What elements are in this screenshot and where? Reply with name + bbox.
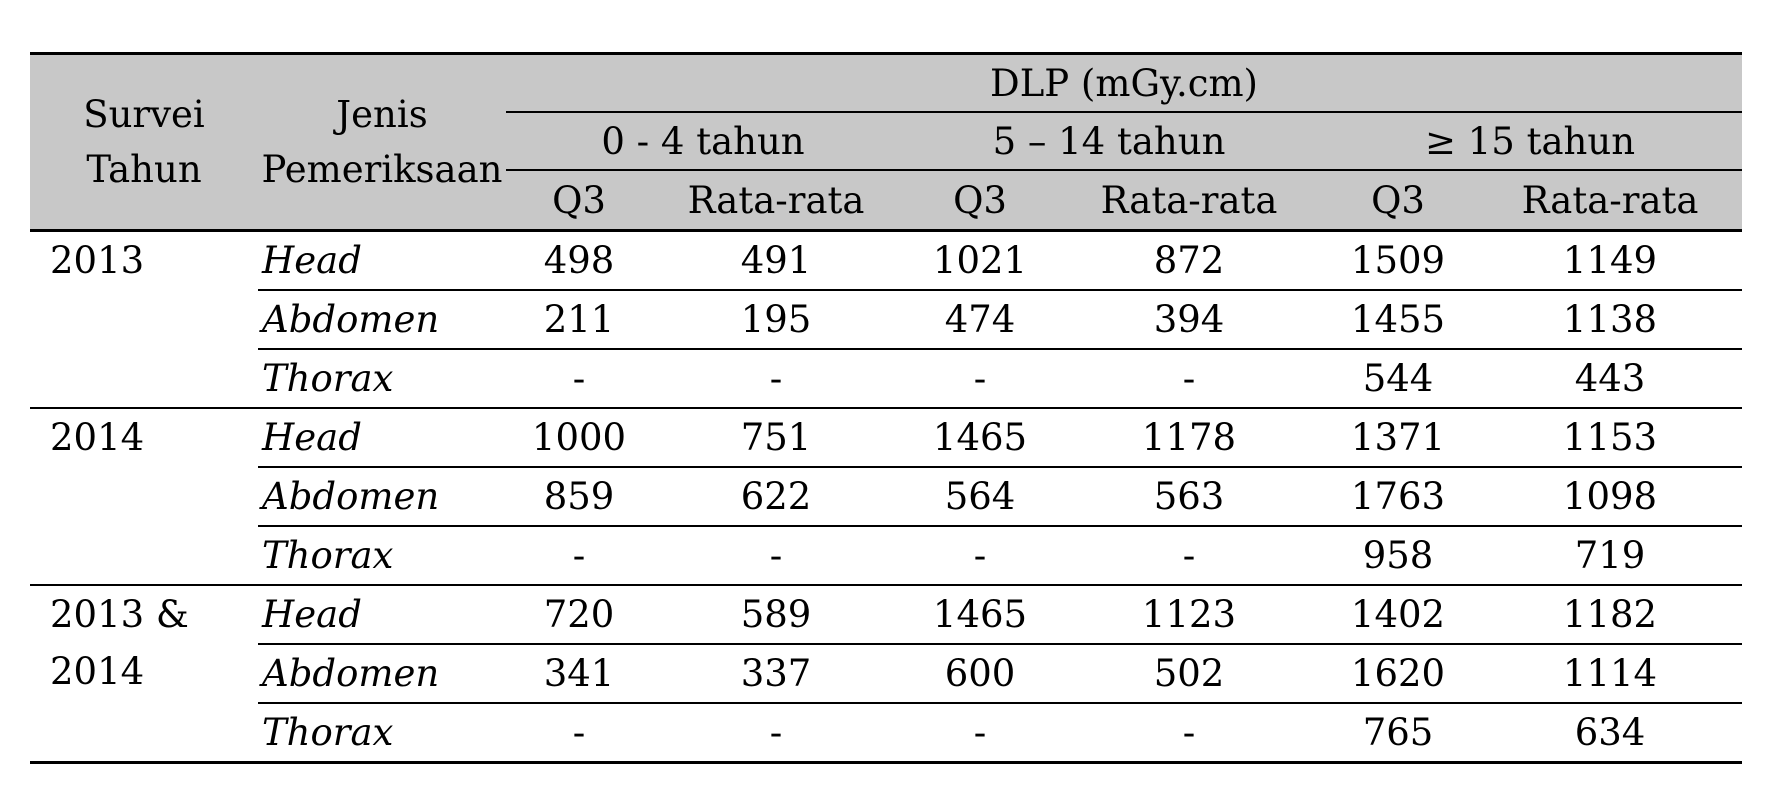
survey-year-text: 2014 xyxy=(50,416,145,459)
dlp-table: Survei Tahun Jenis Pemeriksaan DLP (mGy.… xyxy=(30,52,1743,764)
table-cell: 1509 xyxy=(1350,239,1446,282)
exam-type-header-line-2: Pemeriksaan xyxy=(261,148,503,191)
table-cell: 1000 xyxy=(506,407,652,467)
table-cell: 1371 xyxy=(1318,407,1478,467)
table-cell: 1402 xyxy=(1318,584,1478,644)
table-cell: 1138 xyxy=(1478,289,1743,349)
table-cell: - xyxy=(1060,525,1318,585)
table-cell: 491 xyxy=(740,239,812,282)
table-cell: 719 xyxy=(1478,525,1743,585)
table-cell: 195 xyxy=(652,289,900,349)
survey-year-cell: 2013 xyxy=(30,231,258,409)
exam-type-cell: Head xyxy=(262,239,362,282)
table-cell: - xyxy=(506,525,652,585)
table-cell: - xyxy=(506,702,652,764)
table-cell: 544 xyxy=(1318,348,1478,408)
exam-type-cell: Thorax xyxy=(258,525,506,585)
table-cell: 337 xyxy=(652,643,900,703)
table-cell: 765 xyxy=(1318,702,1478,764)
table-cell: 341 xyxy=(506,643,652,703)
table-cell: - xyxy=(652,702,900,764)
age-group-header-5-14: 5 – 14 tahun xyxy=(900,111,1318,170)
table-cell: 958 xyxy=(1318,525,1478,585)
table-cell: - xyxy=(900,525,1060,585)
exam-type-cell: Thorax xyxy=(258,348,506,408)
age-group-header-0-4: 0 - 4 tahun xyxy=(506,111,900,170)
stat-header: Q3 xyxy=(506,169,652,231)
table-cell: 1153 xyxy=(1478,407,1743,467)
survey-year-header: Survei Tahun xyxy=(30,53,258,231)
stat-header: Q3 xyxy=(900,169,1060,231)
exam-type-cell: Head xyxy=(258,407,506,467)
exam-type-cell: Abdomen xyxy=(258,643,506,703)
exam-type-cell: Abdomen xyxy=(258,289,506,349)
table-cell: 564 xyxy=(900,466,1060,526)
table-cell: 1465 xyxy=(900,584,1060,644)
table-cell: - xyxy=(900,702,1060,764)
table-cell: 1455 xyxy=(1318,289,1478,349)
table-cell: 622 xyxy=(652,466,900,526)
table-cell: 589 xyxy=(652,584,900,644)
table-cell: 720 xyxy=(506,584,652,644)
table-cell: 1620 xyxy=(1318,643,1478,703)
survey-year-text: 2013 & xyxy=(50,593,189,636)
table-cell: 1149 xyxy=(1562,239,1658,282)
exam-type-header-line-1: Jenis xyxy=(336,93,428,136)
table-cell: 1123 xyxy=(1060,584,1318,644)
table-cell: 498 xyxy=(543,239,615,282)
stat-header: Q3 xyxy=(1318,169,1478,231)
table-cell: 1114 xyxy=(1478,643,1743,703)
table-cell: - xyxy=(652,348,900,408)
table-cell: 394 xyxy=(1060,289,1318,349)
survey-year-cell: 2013 & 2014 xyxy=(30,584,258,764)
stat-header: Rata-rata xyxy=(652,169,900,231)
table-cell: 634 xyxy=(1478,702,1743,764)
table-cell: 474 xyxy=(900,289,1060,349)
survey-year-cell: 2014 xyxy=(30,407,258,585)
table-cell: - xyxy=(900,348,1060,408)
table-cell: 1098 xyxy=(1478,466,1743,526)
table-cell: 1763 xyxy=(1318,466,1478,526)
table-header: Survei Tahun Jenis Pemeriksaan DLP (mGy.… xyxy=(30,53,1743,231)
age-group-header-15-plus: ≥ 15 tahun xyxy=(1318,111,1743,170)
table-cell: 859 xyxy=(506,466,652,526)
table-cell: 1178 xyxy=(1060,407,1318,467)
dlp-header: DLP (mGy.cm) xyxy=(506,53,1743,112)
table-cell: 502 xyxy=(1060,643,1318,703)
stat-header: Rata-rata xyxy=(1478,169,1743,231)
survey-year-header-line-2: Tahun xyxy=(86,148,202,191)
table-cell: 1182 xyxy=(1478,584,1743,644)
table-cell: 1465 xyxy=(900,407,1060,467)
table-cell: 563 xyxy=(1060,466,1318,526)
table-body: 2013 Head 498 491 1021 872 1509 1149 Abd… xyxy=(30,231,1743,764)
survey-year-header-line-1: Survei xyxy=(83,93,205,136)
survey-year-text: 2013 xyxy=(50,239,145,282)
table-cell: - xyxy=(506,348,652,408)
table-cell: 751 xyxy=(652,407,900,467)
exam-type-cell: Abdomen xyxy=(258,466,506,526)
stat-header: Rata-rata xyxy=(1060,169,1318,231)
table-cell: 443 xyxy=(1478,348,1743,408)
table-cell: 211 xyxy=(506,289,652,349)
exam-type-cell: Thorax xyxy=(258,702,506,764)
exam-type-cell: Head xyxy=(258,584,506,644)
exam-type-header: Jenis Pemeriksaan xyxy=(258,53,506,231)
table-cell: 600 xyxy=(900,643,1060,703)
table-cell: - xyxy=(1060,702,1318,764)
table-cell: - xyxy=(652,525,900,585)
table-cell: - xyxy=(1060,348,1318,408)
table-cell: 1021 xyxy=(932,239,1028,282)
table-cell: 872 xyxy=(1153,239,1225,282)
survey-year-text: 2014 xyxy=(50,650,145,693)
